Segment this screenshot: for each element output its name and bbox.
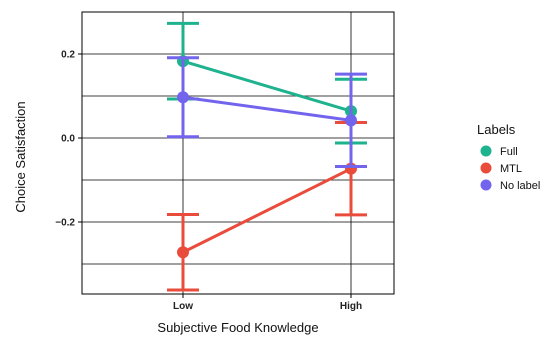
legend-label: Full <box>500 146 518 158</box>
series-full <box>167 21 367 145</box>
x-axis: Low High <box>173 294 362 312</box>
series-mtl <box>167 120 367 292</box>
data-point <box>177 91 189 104</box>
legend-label: MTL <box>500 163 522 175</box>
series-layer <box>167 21 367 292</box>
legend-item: No label <box>480 179 540 192</box>
x-tick-label: Low <box>173 301 193 312</box>
legend-items: Full MTL No label <box>480 145 540 192</box>
x-tick-label: High <box>340 301 362 312</box>
y-axis-title: Choice Satisfaction <box>13 101 28 212</box>
legend-marker <box>480 145 492 157</box>
plot-border <box>81 11 395 295</box>
series-no-label <box>167 56 367 169</box>
y-axis: 0.2 0.0 −0.2 <box>55 50 82 229</box>
series-line <box>182 59 352 113</box>
y-tick-label: −0.2 <box>55 218 75 229</box>
legend-item: MTL <box>480 162 522 175</box>
legend-label: No label <box>500 180 540 192</box>
legend-marker <box>480 179 492 191</box>
data-point <box>345 114 357 127</box>
x-axis-title: Subjective Food Knowledge <box>157 320 318 335</box>
legend-item: Full <box>480 145 518 158</box>
legend: Labels Full MTL No label <box>477 122 540 192</box>
legend-marker <box>480 162 492 174</box>
y-tick-label: 0.0 <box>61 134 75 145</box>
legend-title: Labels <box>477 122 516 137</box>
gridlines <box>82 11 394 294</box>
series-line <box>182 167 352 254</box>
series-line <box>182 95 352 122</box>
data-point <box>177 246 189 259</box>
y-tick-label: 0.2 <box>61 50 75 61</box>
